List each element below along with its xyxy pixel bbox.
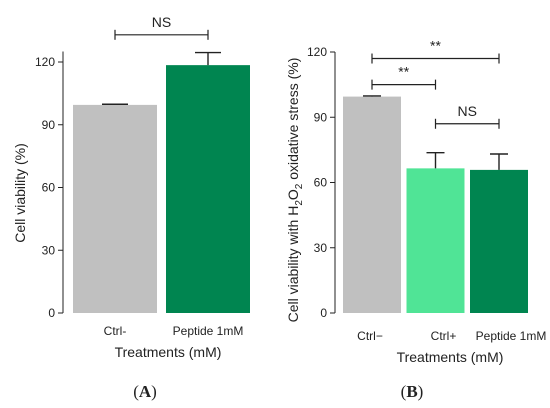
panel-b-y-tick-label: 90	[314, 110, 328, 124]
panel-b-bar-2	[406, 168, 465, 313]
panel-a-category-label-2: Peptide 1mM	[173, 324, 244, 338]
panel-a-y-tick-label: 90	[42, 118, 56, 132]
panel-b-chart: Cell viability with H2O2 oxidative stres…	[285, 38, 546, 365]
panel-b-ylabel-part-3: oxidative stress (%)	[285, 58, 301, 184]
panel-b-y-tick-label: 120	[307, 45, 327, 59]
panel-a-sig-label-1: NS	[152, 14, 171, 30]
panel-b-y-axis-title: Cell viability with H2O2 oxidative stres…	[285, 58, 305, 323]
panel-b-ylabel-part-1: Cell viability with H	[285, 206, 301, 323]
panel-a-bar-1	[73, 104, 157, 313]
panel-a-y-tick-label: 60	[42, 181, 56, 195]
panel-b-x-axis-title: Treatments (mM)	[397, 349, 504, 365]
panel-b-sig-label-1: **	[430, 38, 441, 54]
panel-b-ylabel-subscript-1: 2	[294, 200, 305, 206]
panel-a-category-label-1: Ctrl-	[104, 324, 127, 338]
panel-a-x-axis-title: Treatments (mM)	[115, 344, 222, 360]
panel-b-bar-3	[470, 169, 528, 313]
panel-b-category-label-1: Ctrl−	[357, 329, 383, 343]
panel-b-label-close: )	[418, 382, 424, 401]
panel-a-y-tick-label: 0	[48, 306, 55, 320]
panel-a-chart: Cell viability (%) Treatments (mM) 0 30 60…	[12, 14, 250, 360]
panel-b-bar-1	[343, 96, 401, 314]
panel-a-bar-2	[166, 65, 250, 313]
panel-b-y-tick-label: 30	[314, 241, 328, 255]
panel-b-ylabel-part-2: O	[285, 189, 301, 200]
panel-b-label-letter: B	[406, 382, 417, 401]
panel-b-y-tick-label: 60	[314, 176, 328, 190]
panel-a-label: (A)	[133, 382, 157, 401]
panel-b-y-tick-label: 0	[320, 306, 327, 320]
panel-a-label-close: )	[151, 382, 157, 401]
panel-a-y-axis-title: Cell viability (%)	[12, 143, 28, 243]
panel-b-label: (B)	[401, 382, 424, 401]
panel-b-label-open: (	[401, 382, 407, 401]
panel-a-label-letter: A	[139, 382, 152, 401]
panel-a-y-tick-label: 120	[35, 55, 55, 69]
panel-b-ylabel-subscript-2: 2	[294, 183, 305, 189]
panel-b-sig-label-2: **	[398, 64, 409, 80]
panel-b-sig-label-3: NS	[458, 103, 477, 119]
panel-a-y-tick-label: 30	[42, 243, 56, 257]
panel-b-category-label-2: Ctrl+	[431, 329, 457, 343]
panel-b-category-label-3: Peptide 1mM	[476, 329, 547, 343]
panel-a-label-open: (	[133, 382, 139, 401]
